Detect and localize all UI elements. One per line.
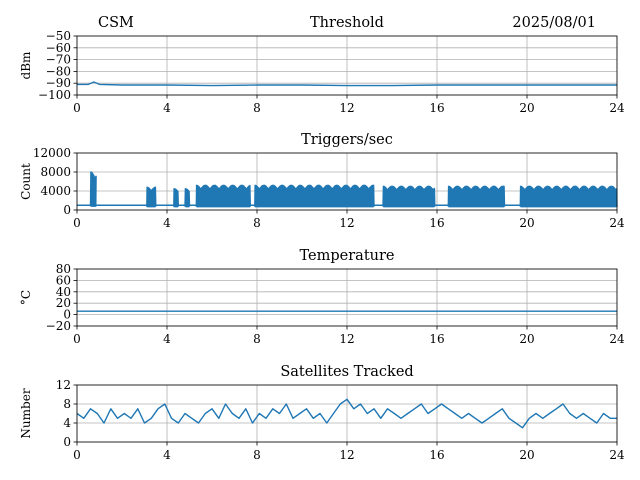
trigger-burst [382,185,436,208]
x-tick-label: 4 [163,332,171,346]
x-tick-label: 24 [609,332,625,346]
y-tick-label: −100 [38,88,71,102]
trigger-burst [146,186,157,208]
series-line-satellites [76,398,617,429]
y-tick-label: 40 [56,285,71,299]
series-line-threshold [77,81,617,87]
x-tick-label: 8 [253,332,261,346]
x-tick-label: 20 [519,216,534,230]
x-tick-label: 12 [339,332,354,346]
x-tick-label: 24 [609,448,625,462]
y-tick-label: −20 [46,319,71,333]
trigger-burst [184,187,191,208]
x-tick-label: 0 [73,216,81,230]
y-tick-label: 8000 [40,165,71,179]
y-tick-label: 8 [63,397,71,411]
x-tick-label: 8 [253,216,261,230]
y-axis-label: dBm [19,51,33,80]
x-tick-label: 4 [163,448,171,462]
y-tick-label: 12000 [33,146,71,160]
x-tick-label: 24 [609,216,625,230]
x-tick-label: 20 [519,448,534,462]
x-tick-label: 4 [163,101,171,115]
panel-threshold: 0 4 8 12 16 20 24 −50−60−70−80−90−100 Threshold d… [19,15,625,115]
trigger-burst [89,171,97,207]
station-name: CSM [98,15,134,31]
y-axis-label: Count [19,163,33,200]
trigger-burst [254,184,375,208]
chart-panels: 0 4 8 12 16 20 24 −50−60−70−80−90−100 Threshold d… [19,15,625,462]
x-tick-label: 24 [609,101,625,115]
x-tick-label: 12 [339,448,354,462]
y-tick-label: 12 [56,378,71,392]
y-axis-label: Number [19,388,33,438]
y-tick-label: 0 [63,435,71,449]
y-tick-label: 60 [56,273,71,287]
trigger-burst [173,187,179,208]
x-tick-label: 20 [519,332,534,346]
report-date: 2025/08/01 [512,15,596,31]
panel-title: Threshold [310,15,384,31]
trigger-burst [519,185,618,208]
y-tick-label: 0 [63,308,71,322]
y-axis-label: °C [19,290,33,305]
x-tick-label: 0 [73,101,81,115]
y-tick-label: −70 [46,53,71,67]
trigger-burst [195,184,251,208]
y-tick-label: −80 [46,64,71,78]
panel-triggers: 0 4 8 12 16 20 24 0 4000 8000 12000 Triggers/sec Cou… [19,132,625,230]
x-tick-label: 0 [73,448,81,462]
x-tick-label: 8 [253,448,261,462]
x-tick-label: 16 [429,332,444,346]
x-tick-label: 20 [519,101,534,115]
panel-title: Temperature [300,248,395,264]
x-tick-label: 0 [73,332,81,346]
x-tick-label: 16 [429,216,444,230]
panel-title: Triggers/sec [301,132,393,148]
series-trigger-bursts [77,171,618,208]
y-tick-label: 4 [63,416,71,430]
panel-title: Satellites Tracked [280,364,413,380]
y-tick-label: 0 [63,203,71,217]
panel-satellites: 0 4 8 12 16 20 24 0 4 8 12 Satellites Tracked Number [19,364,625,462]
x-tick-label: 8 [253,101,261,115]
y-tick-label: 4000 [40,184,71,198]
x-tick-label: 12 [339,101,354,115]
y-tick-label: −60 [46,41,71,55]
y-tick-label: 80 [56,262,71,276]
x-tick-label: 12 [339,216,354,230]
x-tick-label: 4 [163,216,171,230]
y-tick-label: 20 [56,296,71,310]
x-tick-label: 16 [429,101,444,115]
y-tick-label: −50 [46,29,71,43]
x-tick-label: 16 [429,448,444,462]
y-tick-label: −90 [46,76,71,90]
trigger-burst [447,185,506,208]
